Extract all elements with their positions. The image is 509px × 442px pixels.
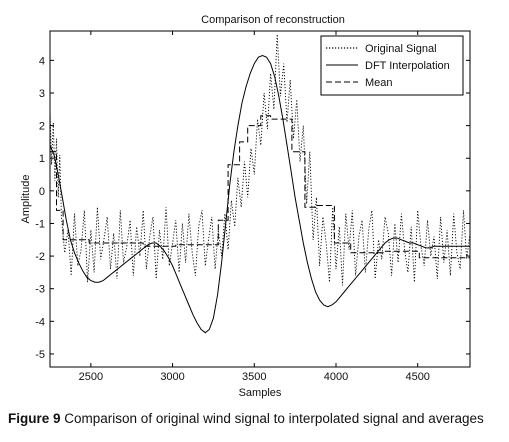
y-tick-label: -3 [35,284,45,296]
series-line-1 [49,54,470,334]
legend-items: Original Signal DFT Interpolation Mean [326,43,450,89]
y-tick-label: -2 [35,251,45,263]
chart-figure: Comparison of reconstruction 2500 3000 350… [20,14,471,399]
y-tick-label: -4 [35,316,45,328]
y-tick-label: -1 [35,218,45,230]
y-axis-label: Amplitude [20,175,32,224]
x-tick-label: 4000 [324,371,348,383]
y-tick-label: 4 [39,55,45,67]
y-tick-label: 1 [39,153,45,165]
legend-label-2: Mean [365,77,393,89]
series-layer [49,34,471,334]
y-tick-label: 3 [39,88,45,100]
x-axis-label: Samples [239,387,282,399]
chart-title: Comparison of reconstruction [201,14,345,26]
y-tick-label: 2 [39,121,45,133]
y-tick-label: 0 [39,186,45,198]
figure-caption-text: Comparison of original wind signal to in… [64,411,484,426]
x-tick-label: 3500 [242,371,266,383]
legend: Original Signal DFT Interpolation Mean [320,35,464,96]
y-tick-label: -5 [35,349,45,361]
legend-label-0: Original Signal [365,43,437,55]
series-line-2 [50,115,470,259]
series-line-0 [49,34,471,286]
x-tick-label: 4500 [405,371,429,383]
x-tick-label: 2500 [79,371,103,383]
legend-label-1: DFT Interpolation [365,60,450,72]
figure-caption-label: Figure 9 [8,411,61,426]
tick-layer: 2500 3000 3500 4000 4500 -5 -4 -3 -2 -1 0 1 2 3 4 [35,31,470,383]
x-tick-label: 3000 [160,371,184,383]
figure-caption: Figure 9 Comparison of original wind sig… [8,411,484,426]
